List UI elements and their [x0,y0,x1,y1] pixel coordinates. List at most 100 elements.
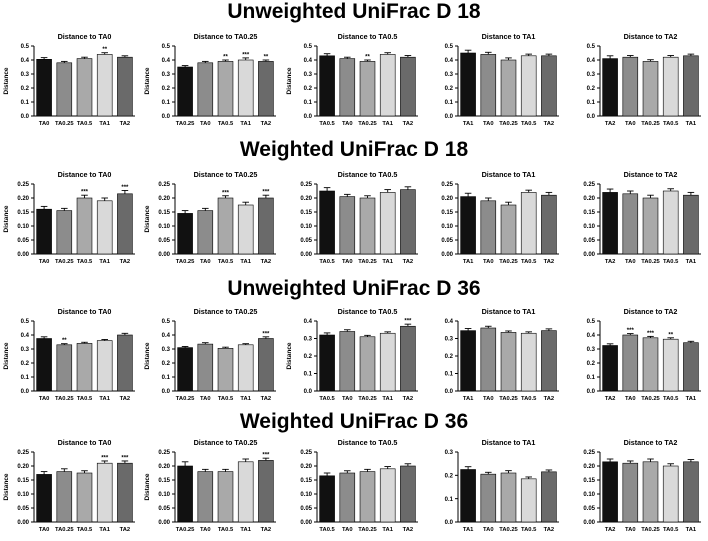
bar [359,336,376,392]
bar [339,196,356,255]
bar [117,334,133,392]
y-axis-label: Distance [3,473,10,500]
bar [96,200,113,255]
y-axis-label: Distance [286,342,293,369]
y-tick-label: 0.00 [158,520,170,526]
y-tick-label: 0.4 [587,58,596,64]
x-tick-label: TA0 [483,259,494,265]
bar [76,58,93,117]
bar [602,58,618,117]
x-tick-label: TA1 [382,259,393,265]
y-tick-label: 0.00 [583,520,595,526]
bar-chart-panel: Distance to TA1 0.00 0.05 0.10 0.15 0.20 0.25 T… [441,170,559,265]
y-tick-label: 0.3 [445,450,454,456]
bar [541,55,557,117]
x-tick-label: TA0.5 [663,396,679,402]
bar [683,342,699,392]
bar [36,208,52,255]
x-tick-label: TA2 [261,527,272,533]
chart-title: Distance to TA2 [624,438,678,447]
significance-label: *** [121,185,129,191]
x-tick-label: TA0 [200,121,211,127]
y-tick-label: 0.25 [583,450,595,456]
x-tick-label: TA2 [261,259,272,265]
x-tick-label: TA0.25 [499,259,518,265]
x-tick-label: TA0.25 [641,527,660,533]
bar [460,469,476,523]
bar-chart-panel: Distance to TA0.25 Distance 0.0 0.1 0.2 0.3 0.… [144,32,276,127]
bar [622,56,639,117]
x-tick-label: TA0.5 [319,121,335,127]
y-tick-label: 0.00 [583,252,595,258]
bar-chart-panel: Distance to TA2 0.0 0.1 0.2 0.3 0.4 0.5 TA2 *** T… [587,307,701,402]
bar [76,472,93,523]
bar [480,473,497,523]
y-tick-label: 0.5 [304,44,313,50]
bar [177,66,193,117]
y-tick-label: 0.1 [304,372,313,378]
significance-label: *** [81,190,89,196]
chart-title: Distance to TA0.5 [338,438,398,447]
bar [56,471,73,523]
bar [683,461,699,523]
bar [400,325,416,392]
bar [258,61,274,117]
x-tick-label: TA0.25 [641,121,660,127]
y-tick-label: 0.5 [21,319,30,325]
significance-label: ** [62,338,67,344]
y-tick-label: 0.4 [21,58,30,64]
y-tick-label: 0.10 [158,224,170,230]
y-tick-label: 0.4 [445,58,454,64]
bar [622,462,639,523]
x-tick-label: TA1 [686,527,697,533]
bar [36,58,52,117]
y-tick-label: 0.20 [158,196,170,202]
bar [400,189,416,255]
x-tick-label: TA0.25 [55,527,74,533]
y-tick-label: 0.3 [304,72,313,78]
y-tick-label: 0.05 [441,238,453,244]
bar [520,192,537,255]
x-tick-label: TA1 [686,396,697,402]
chart-title: Distance to TA2 [624,32,678,41]
x-tick-label: TA0.5 [319,259,335,265]
y-tick-label: 0.2 [21,361,30,367]
bar-chart-panel: Distance to TA0.5 0.00 0.05 0.10 0.15 0.20 0.2… [300,170,418,265]
x-tick-label: TA0.25 [176,396,195,402]
bar [359,61,376,117]
significance-label: *** [262,331,270,337]
y-tick-label: 0.2 [304,354,313,360]
bar [56,344,73,392]
bar [339,331,356,392]
y-tick-label: 0.10 [441,224,453,230]
chart-title: Distance to TA0.25 [194,170,258,179]
bar [460,330,476,392]
y-tick-label: 0.2 [587,361,596,367]
y-tick-label: 0.1 [445,372,454,378]
y-tick-label: 0.2 [587,86,596,92]
y-tick-label: 0.0 [21,114,30,120]
x-tick-label: TA1 [686,259,697,265]
x-tick-label: TA0 [39,527,50,533]
x-tick-label: TA1 [686,121,697,127]
section-title-unweighted-d18: Unweighted UniFrac D 18 [227,0,481,23]
bar [117,56,133,117]
y-tick-label: 0.05 [583,506,595,512]
chart-title: Distance to TA0.5 [338,32,398,41]
y-axis-label: Distance [3,67,10,94]
x-tick-label: TA0 [625,527,636,533]
x-tick-label: TA0.25 [176,121,195,127]
bar [197,210,214,255]
bar [379,54,396,117]
section-title-unweighted-d36: Unweighted UniFrac D 36 [227,277,481,300]
bar [217,61,234,117]
y-tick-label: 0.05 [300,238,312,244]
y-tick-label: 0.5 [21,44,30,50]
x-tick-label: TA1 [382,527,393,533]
y-tick-label: 0.20 [583,464,595,470]
x-tick-label: TA0 [342,527,353,533]
x-tick-label: TA0 [625,396,636,402]
y-tick-label: 0.2 [21,86,30,92]
x-tick-label: TA1 [99,527,110,533]
x-tick-label: TA0.5 [319,527,335,533]
